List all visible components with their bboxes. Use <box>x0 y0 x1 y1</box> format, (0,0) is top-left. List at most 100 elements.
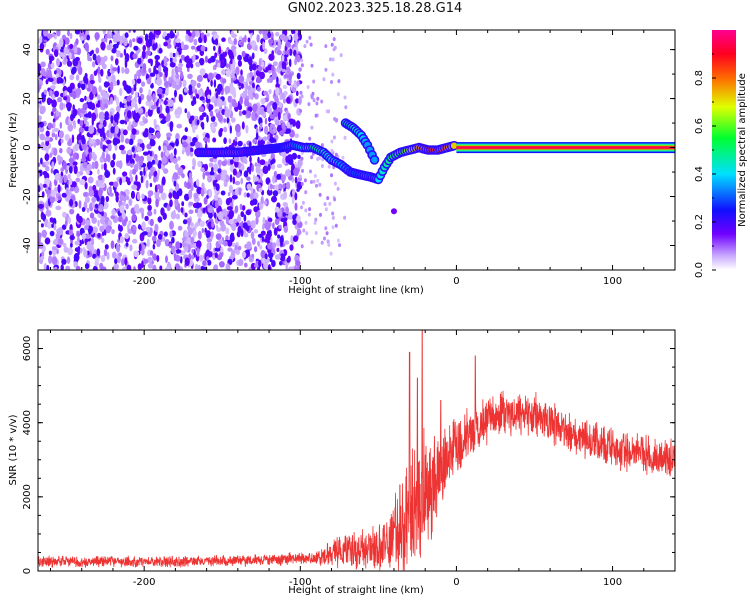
spectrogram-sparse-blob <box>314 113 318 118</box>
spectrogram-noise-blob <box>238 75 245 84</box>
spectrogram-noise-blob <box>126 149 133 156</box>
spectrogram-noise-blob <box>206 256 210 261</box>
spectrogram-noise-blob <box>68 86 73 94</box>
spectrogram-noise-blob <box>42 30 49 37</box>
spectrogram-noise-blob <box>64 90 68 96</box>
spectrogram-noise-blob <box>142 116 146 122</box>
spectrogram-noise-blob <box>218 129 223 138</box>
spectrogram-noise-blob <box>287 154 293 160</box>
spectrogram-noise-blob <box>40 211 45 220</box>
spectrogram-noise-blob <box>77 245 81 252</box>
spectrogram-noise-blob <box>139 170 143 176</box>
spectrogram-noise-blob <box>105 225 112 234</box>
spectrogram-noise-blob <box>274 217 280 226</box>
x-tick-label: 0 <box>453 276 459 287</box>
spectrogram-noise-blob <box>223 182 228 187</box>
spectrogram-noise-blob <box>270 31 274 40</box>
spectrogram-noise-blob <box>168 99 174 107</box>
spectrogram-noise-blob <box>70 242 73 248</box>
spectrogram-noise-blob <box>129 162 134 168</box>
spectrogram-noise-blob <box>145 50 151 56</box>
spectrogram-noise-blob <box>105 169 109 177</box>
spectrogram-sparse-blob <box>316 96 320 101</box>
spectrogram-noise-blob <box>274 206 280 213</box>
spectrogram-sparse-blob <box>301 168 304 173</box>
spectrogram-noise-blob <box>177 66 183 72</box>
spectrogram-noise-blob <box>226 206 233 211</box>
spectrogram-noise-blob <box>48 55 55 62</box>
spectrogram-sparse-blob <box>332 135 336 140</box>
spectrogram-noise-blob <box>253 246 258 253</box>
spectrogram-noise-blob <box>277 234 281 239</box>
spectrogram-noise-blob <box>125 203 129 210</box>
spectrogram-noise-blob <box>197 160 202 168</box>
spectrogram-noise-blob <box>279 130 285 136</box>
spectrogram-noise-blob <box>92 153 97 161</box>
spectrogram-noise-blob <box>179 94 183 103</box>
spectrogram-noise-blob <box>199 96 205 101</box>
spectrogram-noise-blob <box>75 265 81 270</box>
spectrogram-noise-blob <box>173 253 177 261</box>
spectrogram-noise-blob <box>158 65 162 74</box>
spectrogram-noise-blob <box>59 102 64 111</box>
spectrogram-noise-blob <box>111 251 117 259</box>
spectrogram-noise-blob <box>51 256 58 266</box>
spectrogram-noise-blob <box>54 133 58 141</box>
spectrogram-noise-blob <box>188 201 194 206</box>
spectrogram-noise-blob <box>147 256 153 264</box>
spectrogram-noise-blob <box>134 203 140 213</box>
spectrogram-noise-blob <box>262 217 266 225</box>
spectrogram-noise-blob <box>43 263 48 270</box>
spectrogram-sparse-blob <box>307 102 311 107</box>
spectrogram-noise-blob <box>54 172 60 182</box>
spectrogram-noise-blob <box>147 108 153 117</box>
spectrogram-noise-blob <box>294 58 298 66</box>
spectrogram-noise-blob <box>255 165 261 174</box>
spectrogram-noise-blob <box>121 66 125 74</box>
spectrogram-noise-blob <box>182 79 187 88</box>
spectrogram-noise-blob <box>271 64 275 72</box>
spectrogram-noise-blob <box>230 242 237 247</box>
spectrogram-noise-blob <box>133 266 136 270</box>
spectrogram-noise-blob <box>290 235 294 244</box>
spectrogram-noise-blob <box>296 265 301 270</box>
spectrogram-noise-blob <box>95 47 100 54</box>
spectrogram-noise-blob <box>78 239 83 247</box>
spectrogram-sparse-blob <box>324 226 328 231</box>
spectrogram-noise-blob <box>253 206 259 213</box>
spectrogram-noise-blob <box>250 220 256 229</box>
spectrogram-noise-blob <box>253 70 257 78</box>
spectrogram-noise-blob <box>250 186 254 194</box>
y-tick-label: 0 <box>22 144 33 150</box>
spectrogram-noise-blob <box>63 174 68 183</box>
spectrogram-noise-blob <box>62 211 67 218</box>
spectrogram-noise-blob <box>234 205 239 213</box>
spectrogram-noise-blob <box>296 90 299 96</box>
spectrogram-noise-blob <box>239 96 243 105</box>
spectrogram-sparse-blob <box>300 205 303 210</box>
spectrogram-noise-blob <box>103 81 109 88</box>
spectrogram-noise-blob <box>262 136 268 142</box>
spectrogram-noise-blob <box>80 82 86 91</box>
spectrogram-noise-blob <box>100 140 103 150</box>
spectrogram-noise-blob <box>122 171 128 177</box>
spectrogram-noise-blob <box>190 115 195 121</box>
spectrogram-sparse-blob <box>313 174 317 178</box>
spectrogram-noise-blob <box>128 39 133 48</box>
spectrogram-sparse-blob <box>330 80 333 84</box>
spectrogram-noise-blob <box>224 85 231 94</box>
spectrogram-noise-blob <box>102 175 106 180</box>
spectrogram-sparse-blob <box>328 201 332 206</box>
spectrogram-noise-blob <box>73 165 78 175</box>
spectrogram-noise-blob <box>89 212 95 219</box>
spectrogram-noise-blob <box>184 229 188 237</box>
spectrogram-noise-blob <box>154 158 159 165</box>
spectrogram-noise-blob <box>266 189 273 196</box>
spectrogram-noise-blob <box>203 197 208 205</box>
spectrogram-noise-blob <box>150 83 154 89</box>
spectrogram-noise-blob <box>273 227 278 236</box>
spectrogram-noise-blob <box>288 58 292 68</box>
spectrogram-noise-blob <box>271 50 275 56</box>
spectrogram-noise-blob <box>44 161 50 166</box>
spectrogram-noise-blob <box>71 113 76 119</box>
